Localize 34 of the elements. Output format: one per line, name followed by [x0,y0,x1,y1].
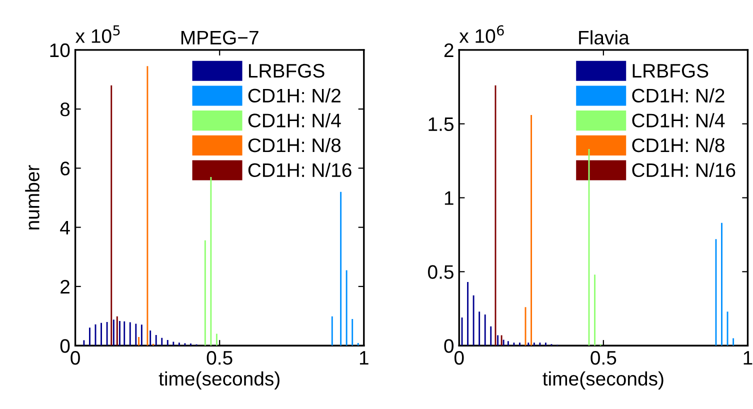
legend-label: CD1H: N/16 [248,162,352,178]
y-tick-label: 0 [444,339,454,353]
x-axis-title: time(seconds) [158,371,280,390]
x-tick-label: 1 [360,351,368,365]
text: x 10$^{5}$ [76,25,120,43]
chart-title: MPEG−7 [181,30,258,45]
y-tick-label: 10 [50,43,70,58]
legend-label: CD1H: N/4 [632,113,725,128]
x-tick-label: 0 [454,350,464,365]
x-axis-title: time(seconds) [542,371,664,390]
y-tick-label: 0.5 [428,265,454,279]
chart-title: Flavia [579,30,630,45]
y-tick-label: 8 [60,102,70,116]
x-tick-label: 0 [70,350,80,365]
y-tick-label: 2 [444,43,454,57]
legend-label: CD1H: N/16 [632,162,736,178]
y-tick-label: 1.5 [428,117,454,132]
legend-label: CD1H: N/2 [248,88,340,103]
legend-label: CD1H: N/4 [248,113,341,128]
x-tick-label: 0.5 [206,350,232,365]
legend-label: CD1H: N/8 [248,138,341,152]
y-axis-title: number [25,165,40,230]
text: x 10$^{6}$ [459,25,504,43]
legend-label: LRBFGS [632,64,708,78]
y-tick-label: 0 [60,339,70,353]
y-tick-label: 1 [444,191,454,205]
x-tick-label: 1 [744,351,752,365]
y-tick-label: 2 [60,280,70,294]
y-tick-label: 4 [60,220,70,234]
legend-label: LRBFGS [249,64,324,78]
y-tick-label: 6 [60,162,70,176]
x-tick-label: 0.5 [590,350,616,365]
legend-label: CD1H: N/2 [632,88,724,103]
legend-label: CD1H: N/8 [632,138,724,152]
